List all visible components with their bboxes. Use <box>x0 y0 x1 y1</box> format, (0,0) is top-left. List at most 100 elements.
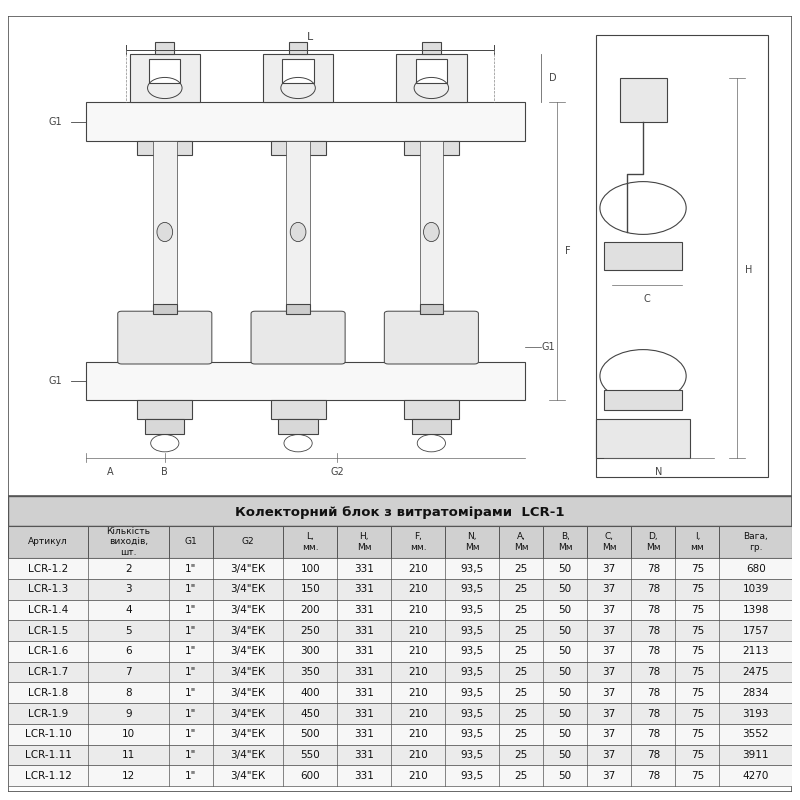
FancyBboxPatch shape <box>118 311 212 364</box>
Text: LCR-1.6: LCR-1.6 <box>28 646 68 656</box>
Text: D,
Мм: D, Мм <box>646 532 661 551</box>
Text: 210: 210 <box>408 667 428 677</box>
Text: 37: 37 <box>602 563 616 574</box>
Bar <box>138 141 192 155</box>
Text: 93,5: 93,5 <box>461 688 484 698</box>
Text: 75: 75 <box>691 770 704 781</box>
Bar <box>596 419 690 458</box>
Text: 37: 37 <box>602 750 616 760</box>
Text: 37: 37 <box>602 688 616 698</box>
Text: G2: G2 <box>242 538 254 546</box>
Text: 1": 1" <box>185 605 197 615</box>
Text: 1": 1" <box>185 709 197 718</box>
Text: C: C <box>643 294 650 304</box>
Text: 78: 78 <box>646 584 660 594</box>
Text: L: L <box>306 32 313 42</box>
FancyBboxPatch shape <box>384 311 478 364</box>
Text: B,
Мм: B, Мм <box>558 532 573 551</box>
Bar <box>286 141 310 304</box>
Text: 4270: 4270 <box>742 770 769 781</box>
Bar <box>86 102 526 141</box>
Text: 93,5: 93,5 <box>461 563 484 574</box>
Text: G1: G1 <box>541 342 554 352</box>
Text: 3/4"ЕК: 3/4"ЕК <box>230 563 266 574</box>
Text: 331: 331 <box>354 563 374 574</box>
Text: 1": 1" <box>185 770 197 781</box>
Text: 1398: 1398 <box>742 605 769 615</box>
Text: 1039: 1039 <box>742 584 769 594</box>
Bar <box>404 141 459 155</box>
Text: 6: 6 <box>126 646 132 656</box>
Bar <box>8 682 792 703</box>
Text: LCR-1.3: LCR-1.3 <box>28 584 68 594</box>
Bar <box>596 35 769 477</box>
Text: 25: 25 <box>514 563 528 574</box>
Bar <box>155 42 174 54</box>
Text: 78: 78 <box>646 709 660 718</box>
Text: N,
Мм: N, Мм <box>465 532 479 551</box>
Text: 1": 1" <box>185 563 197 574</box>
Text: 37: 37 <box>602 584 616 594</box>
Bar <box>8 641 792 662</box>
Text: 210: 210 <box>408 750 428 760</box>
Text: 50: 50 <box>558 750 572 760</box>
Text: A: A <box>106 467 114 477</box>
Text: G1: G1 <box>48 376 62 386</box>
Text: 93,5: 93,5 <box>461 584 484 594</box>
Text: 12: 12 <box>122 770 135 781</box>
Text: Артикул: Артикул <box>28 538 68 546</box>
Text: 250: 250 <box>301 626 320 636</box>
Text: F,
мм.: F, мм. <box>410 532 426 551</box>
Text: G2: G2 <box>330 467 344 477</box>
Text: LCR-1.7: LCR-1.7 <box>28 667 68 677</box>
Text: 25: 25 <box>514 626 528 636</box>
Text: 210: 210 <box>408 709 428 718</box>
Text: 50: 50 <box>558 688 572 698</box>
Text: 3/4"ЕК: 3/4"ЕК <box>230 646 266 656</box>
Bar <box>153 304 177 314</box>
Bar <box>404 400 459 419</box>
Ellipse shape <box>157 222 173 242</box>
Text: 78: 78 <box>646 750 660 760</box>
Text: 450: 450 <box>301 709 320 718</box>
Text: 78: 78 <box>646 563 660 574</box>
Text: 210: 210 <box>408 688 428 698</box>
Text: 25: 25 <box>514 646 528 656</box>
Text: 1": 1" <box>185 688 197 698</box>
Text: 78: 78 <box>646 605 660 615</box>
Text: 37: 37 <box>602 626 616 636</box>
Text: 7: 7 <box>126 667 132 677</box>
Bar <box>420 141 443 304</box>
Text: 331: 331 <box>354 688 374 698</box>
Text: 1": 1" <box>185 730 197 739</box>
Text: C,
Мм: C, Мм <box>602 532 617 551</box>
Bar <box>422 42 441 54</box>
Text: LCR-1.2: LCR-1.2 <box>28 563 68 574</box>
Text: 210: 210 <box>408 770 428 781</box>
Text: LCR-1.10: LCR-1.10 <box>25 730 71 739</box>
Text: 93,5: 93,5 <box>461 730 484 739</box>
Text: H,
Мм: H, Мм <box>357 532 371 551</box>
Text: A,
Мм: A, Мм <box>514 532 528 551</box>
Bar <box>86 362 526 400</box>
Text: 50: 50 <box>558 563 572 574</box>
Text: LCR-1.12: LCR-1.12 <box>25 770 72 781</box>
Bar <box>396 54 466 102</box>
Text: 3/4"ЕК: 3/4"ЕК <box>230 605 266 615</box>
Text: 3/4"ЕК: 3/4"ЕК <box>230 626 266 636</box>
Text: 78: 78 <box>646 646 660 656</box>
Text: N: N <box>655 467 662 477</box>
Bar <box>8 724 792 745</box>
Text: 25: 25 <box>514 605 528 615</box>
Bar <box>8 766 792 786</box>
Text: Кількість
виходів,
шт.: Кількість виходів, шт. <box>106 527 150 557</box>
Text: 78: 78 <box>646 730 660 739</box>
Text: I,
мм: I, мм <box>690 532 704 551</box>
Text: 4: 4 <box>126 605 132 615</box>
Text: L,
мм.: L, мм. <box>302 532 318 551</box>
Text: 25: 25 <box>514 584 528 594</box>
Text: 331: 331 <box>354 584 374 594</box>
Text: 100: 100 <box>301 563 320 574</box>
Text: 550: 550 <box>301 750 320 760</box>
Bar <box>8 496 792 526</box>
